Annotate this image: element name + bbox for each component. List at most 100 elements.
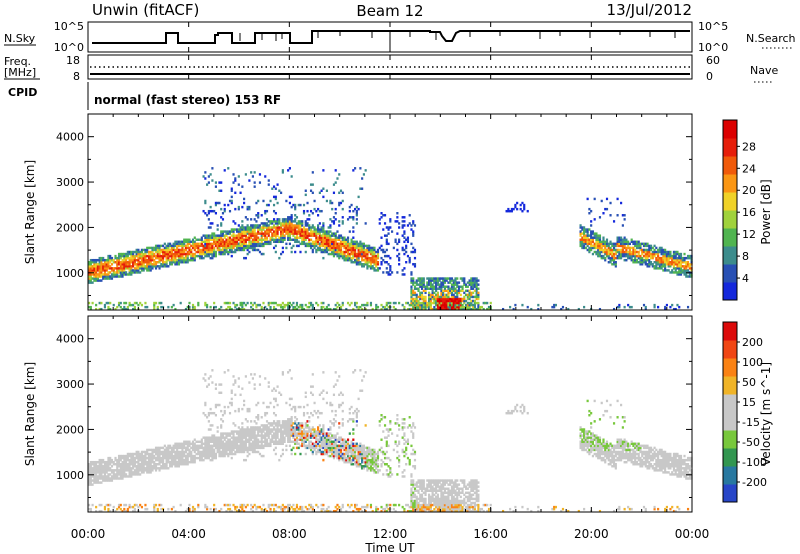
- power-cell: [604, 207, 607, 211]
- colorbar-cell: [723, 210, 737, 229]
- power-cell: [100, 256, 103, 260]
- power-cell: [186, 246, 189, 250]
- power-cell: [165, 265, 168, 268]
- power-cell: [93, 273, 96, 276]
- power-cell: [177, 242, 181, 246]
- velocity-cell: [130, 475, 133, 478]
- power-cell: [373, 246, 376, 250]
- power-cell: [447, 301, 450, 305]
- velocity-cell: [204, 446, 207, 450]
- power-cell: [438, 307, 441, 311]
- velocity-cell: [209, 411, 212, 415]
- velocity-cell: [142, 454, 145, 458]
- power-cell: [357, 248, 360, 252]
- power-cell: [660, 267, 663, 270]
- power-cell: [126, 261, 129, 264]
- power-cell: [346, 244, 350, 248]
- power-cell: [304, 303, 307, 307]
- power-cell: [420, 307, 424, 311]
- power-cell: [132, 256, 135, 260]
- velocity-cell: [119, 503, 122, 507]
- power-cell: [302, 307, 306, 311]
- power-cell: [554, 303, 558, 307]
- power-cell: [126, 252, 129, 256]
- power-cell: [420, 279, 424, 282]
- power-cell: [237, 242, 240, 246]
- power-cell: [383, 234, 387, 237]
- power-cell: [193, 240, 196, 244]
- power-cell: [341, 207, 344, 211]
- velocity-cell: [142, 465, 145, 468]
- power-cell: [216, 244, 219, 248]
- power-cell: [299, 224, 302, 227]
- velocity-cell: [272, 448, 276, 452]
- power-cell: [669, 265, 672, 268]
- velocity-cell: [169, 465, 172, 468]
- power-cell: [103, 258, 107, 262]
- power-cell: [419, 297, 422, 301]
- velocity-cell: [158, 469, 161, 472]
- power-cell: [169, 244, 172, 248]
- power-cell: [355, 222, 358, 225]
- power-cell: [253, 238, 256, 241]
- velocity-cell: [169, 444, 172, 448]
- power-cell: [403, 240, 406, 244]
- velocity-cell: [161, 463, 165, 466]
- velocity-cell: [283, 507, 286, 511]
- power-cell: [382, 248, 385, 252]
- power-cell: [218, 242, 221, 246]
- velocity-cell: [142, 469, 145, 472]
- power-cell: [583, 244, 586, 248]
- velocity-cell: [116, 507, 119, 511]
- power-cell: [174, 258, 177, 262]
- velocity-cell: [181, 458, 184, 462]
- velocity-cell: [183, 446, 186, 450]
- velocity-cell: [190, 456, 193, 460]
- power-cell: [213, 252, 216, 256]
- power-cell: [454, 295, 457, 299]
- power-cell: [281, 301, 284, 305]
- power-cell: [274, 197, 277, 201]
- velocity-cell: [195, 448, 198, 452]
- power-cell: [237, 175, 240, 178]
- velocity-cell: [88, 483, 91, 486]
- power-cell: [415, 281, 418, 284]
- velocity-cell: [274, 503, 277, 507]
- velocity-cell: [156, 450, 159, 454]
- velocity-cell: [184, 463, 188, 466]
- velocity-cell: [269, 428, 272, 431]
- power-cell: [184, 261, 188, 264]
- velocity-cell: [139, 473, 142, 476]
- power-cell: [618, 305, 621, 309]
- power-cell: [243, 256, 246, 260]
- freq-tick-bottom: 8: [73, 70, 80, 83]
- velocity-cell: [147, 469, 151, 472]
- power-cell: [396, 271, 399, 274]
- velocity-cell: [274, 442, 277, 446]
- power-cell: [248, 240, 251, 244]
- power-cell: [112, 275, 115, 278]
- power-cell: [206, 248, 209, 252]
- power-cell: [614, 242, 617, 246]
- power-cell: [96, 273, 99, 276]
- power-cell: [618, 244, 621, 248]
- velocity-cell: [250, 444, 253, 448]
- power-cell: [294, 226, 297, 229]
- velocity-cell: [269, 444, 272, 448]
- velocity-cell: [190, 454, 193, 458]
- power-cell: [327, 244, 330, 248]
- power-cell: [440, 297, 443, 301]
- power-cell: [332, 222, 336, 225]
- velocity-cell: [107, 477, 110, 480]
- power-cell: [295, 236, 299, 239]
- power-cell: [611, 258, 614, 262]
- velocity-cell: [216, 403, 219, 407]
- power-cell: [346, 254, 350, 258]
- power-cell: [281, 250, 284, 254]
- velocity-cell: [271, 436, 274, 439]
- power-cell: [257, 242, 260, 246]
- power-cell: [355, 305, 358, 309]
- power-cell: [440, 281, 443, 284]
- power-cell: [283, 222, 286, 225]
- velocity-cell: [117, 460, 121, 464]
